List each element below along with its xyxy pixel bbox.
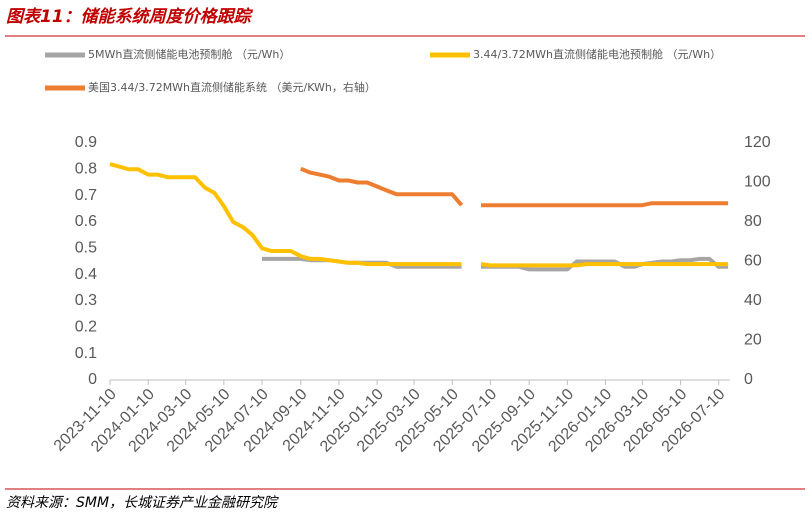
- series-line: [109, 162, 729, 268]
- y-tick-label: 0.1: [75, 345, 97, 362]
- y2-tick-label: 20: [744, 332, 762, 349]
- y2-tick-label: 120: [744, 134, 771, 151]
- y-tick-label: 0.9: [75, 134, 97, 151]
- legend-label: 美国3.44/3.72MWh直流侧储能系统 （美元/KWh，右轴）: [88, 80, 376, 94]
- y-tick-label: 0.7: [75, 187, 97, 204]
- y-tick-label: 0.6: [75, 213, 97, 230]
- y2-tick-label: 40: [744, 292, 762, 309]
- legend-label: 3.44/3.72MWh直流侧储能电池预制舱 （元/Wh）: [473, 47, 721, 61]
- y-tick-label: 0.8: [75, 161, 97, 178]
- y-tick-label: 0.3: [75, 292, 97, 309]
- y2-tick-label: 100: [744, 174, 771, 191]
- y2-tick-label: 0: [744, 371, 753, 388]
- chart-title: 图表11：储能系统周度价格跟踪: [6, 7, 254, 27]
- series-line: [300, 166, 729, 208]
- y-tick-label: 0.4: [75, 266, 97, 283]
- y2-tick-label: 60: [744, 253, 762, 270]
- y-tick-label: 0: [88, 371, 97, 388]
- legend-label: 5MWh直流侧储能电池预制舱 （元/Wh）: [88, 47, 290, 61]
- y-tick-label: 0.2: [75, 319, 97, 336]
- source: 资料来源：SMM，长城证券产业金融研究院: [6, 495, 279, 511]
- y-tick-label: 0.5: [75, 240, 97, 257]
- y2-tick-label: 80: [744, 213, 762, 230]
